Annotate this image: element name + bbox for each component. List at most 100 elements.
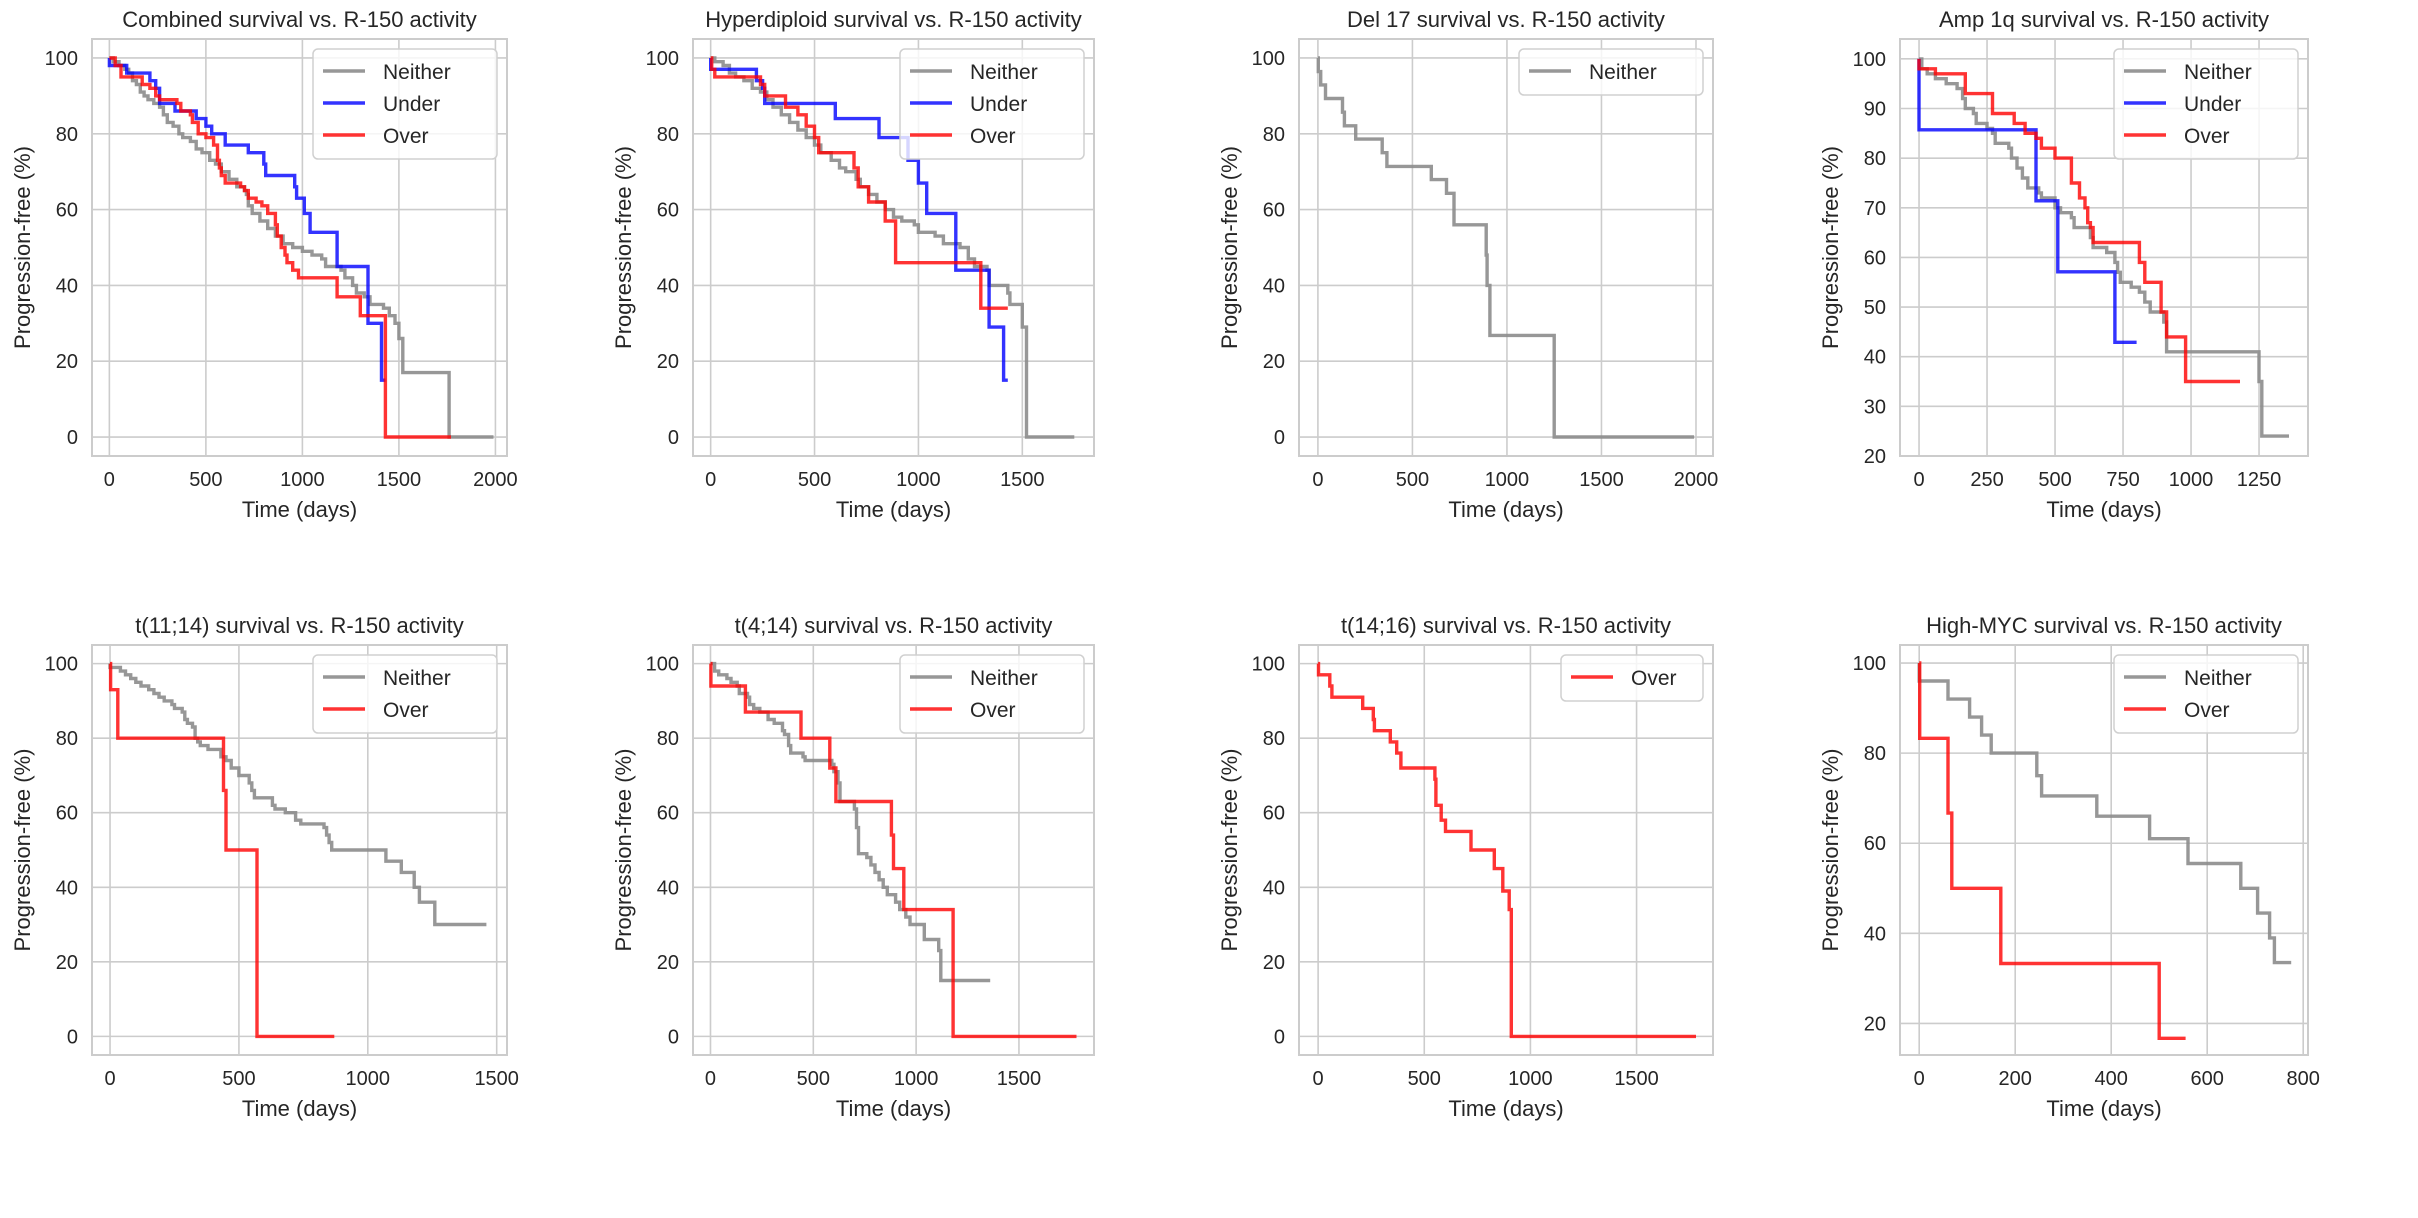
legend: Neither [1518, 48, 1704, 96]
y-tick-label: 20 [1864, 1013, 1886, 1035]
x-tick-label: 600 [2191, 1068, 2224, 1090]
axes-frame [1899, 38, 2309, 457]
y-axis-label: Progression-free (%) [611, 749, 636, 952]
series-line-over [1918, 661, 2186, 1040]
x-tick-label: 2000 [1674, 469, 1719, 491]
axes-frame [692, 38, 1095, 457]
subplot-title: Amp 1q survival vs. R-150 activity [1939, 7, 2269, 32]
series-group [1316, 661, 1696, 1039]
y-tick-label: 70 [1864, 198, 1886, 220]
y-tick-label: 80 [56, 728, 78, 750]
y-tick-label: 20 [657, 351, 679, 373]
legend-label-under: Under [2184, 93, 2241, 116]
x-axis-label: Time (days) [836, 497, 951, 522]
axes-frame [1298, 644, 1714, 1056]
x-tick-label: 1000 [346, 1068, 391, 1090]
x-axis-label: Time (days) [242, 497, 357, 522]
x-axis-label: Time (days) [2046, 497, 2161, 522]
series-line-neither [1316, 56, 1695, 439]
y-tick-label: 20 [1263, 952, 1285, 974]
axes-frame [91, 644, 508, 1056]
subplot-5: 0 500 1000 1500 0 20 40 60 80 100 t(11;14) surviva… [10, 613, 519, 1121]
y-tick-label: 60 [1263, 200, 1285, 222]
series-group [108, 661, 487, 1039]
x-tick-label: 200 [1999, 1068, 2032, 1090]
y-tick-label: 40 [1263, 275, 1285, 297]
plot-area [1299, 645, 1713, 1055]
legend: Neither Over [899, 654, 1085, 734]
y-axis-label: Progression-free (%) [1217, 146, 1242, 349]
legend: Over [1560, 654, 1704, 702]
legend-box [1518, 48, 1704, 96]
x-tick-label: 250 [1970, 469, 2003, 491]
plot-area [1299, 39, 1713, 456]
y-tick-label: 20 [657, 952, 679, 974]
axes-frame [692, 644, 1095, 1056]
series-line-under [1917, 58, 2137, 344]
x-tick-label: 1500 [377, 469, 422, 491]
y-tick-label: 80 [1864, 743, 1886, 765]
y-tick-label: 80 [1263, 728, 1285, 750]
x-tick-label: 500 [222, 1068, 255, 1090]
x-tick-label: 0 [1914, 1068, 1925, 1090]
y-tick-label: 100 [45, 654, 78, 676]
x-axis-label: Time (days) [1448, 497, 1563, 522]
series-line-over [1917, 58, 2240, 384]
legend-label-over: Over [383, 125, 429, 148]
series-line-over [710, 56, 1008, 310]
y-tick-label: 60 [1864, 833, 1886, 855]
series-group [709, 661, 1077, 1039]
subplot-3: 0 500 1000 1500 2000 0 20 40 60 80 100 Del 17 survi… [1217, 7, 1718, 522]
y-tick-label: 40 [1263, 877, 1285, 899]
x-tick-label: 500 [189, 469, 222, 491]
y-tick-label: 40 [1864, 347, 1886, 369]
x-axis-label: Time (days) [2046, 1096, 2161, 1121]
x-tick-label: 1000 [280, 469, 325, 491]
x-tick-label: 500 [797, 1068, 830, 1090]
y-tick-label: 100 [646, 48, 679, 70]
series-line-over [709, 661, 1077, 1039]
x-tick-label: 1000 [1508, 1068, 1553, 1090]
legend-label-over: Over [970, 125, 1016, 148]
series-group [107, 56, 494, 439]
legend-label-over: Over [1631, 667, 1677, 690]
x-tick-label: 1250 [2237, 469, 2282, 491]
legend-label-neither: Neither [2184, 667, 2252, 690]
subplot-title: High-MYC survival vs. R-150 activity [1926, 613, 2282, 638]
y-tick-label: 0 [67, 427, 78, 449]
series-line-over [108, 661, 335, 1039]
y-tick-label: 40 [56, 275, 78, 297]
gridlines [1299, 645, 1713, 1055]
y-tick-label: 100 [1252, 654, 1285, 676]
series-line-neither [1919, 57, 2289, 438]
y-tick-label: 0 [67, 1026, 78, 1048]
legend-box [312, 654, 498, 734]
y-tick-label: 40 [657, 275, 679, 297]
x-tick-label: 1500 [997, 1068, 1042, 1090]
subplot-title: Del 17 survival vs. R-150 activity [1347, 7, 1665, 32]
legend-box [899, 654, 1085, 734]
legend-label-neither: Neither [383, 61, 451, 84]
legend-label-neither: Neither [383, 667, 451, 690]
series-line-over [1316, 661, 1696, 1039]
x-axis-label: Time (days) [242, 1096, 357, 1121]
legend-box [899, 48, 1085, 160]
subplot-title: t(11;14) survival vs. R-150 activity [135, 613, 463, 638]
subplot-7: 0 500 1000 1500 0 20 40 60 80 100 t(14;16) surviva… [1217, 613, 1714, 1121]
y-tick-label: 80 [657, 728, 679, 750]
y-tick-label: 60 [657, 803, 679, 825]
y-tick-label: 0 [1274, 427, 1285, 449]
legend-label-neither: Neither [1589, 61, 1657, 84]
y-tick-label: 60 [56, 803, 78, 825]
legend-label-neither: Neither [970, 667, 1038, 690]
y-tick-label: 100 [45, 48, 78, 70]
y-tick-label: 20 [56, 351, 78, 373]
x-tick-label: 1500 [1614, 1068, 1659, 1090]
y-tick-label: 90 [1864, 99, 1886, 121]
legend-label-over: Over [2184, 125, 2230, 148]
x-tick-label: 1500 [1000, 469, 1045, 491]
x-tick-label: 500 [798, 469, 831, 491]
x-tick-label: 400 [2095, 1068, 2128, 1090]
legend: Neither Under Over [312, 48, 498, 160]
y-tick-label: 80 [657, 124, 679, 146]
